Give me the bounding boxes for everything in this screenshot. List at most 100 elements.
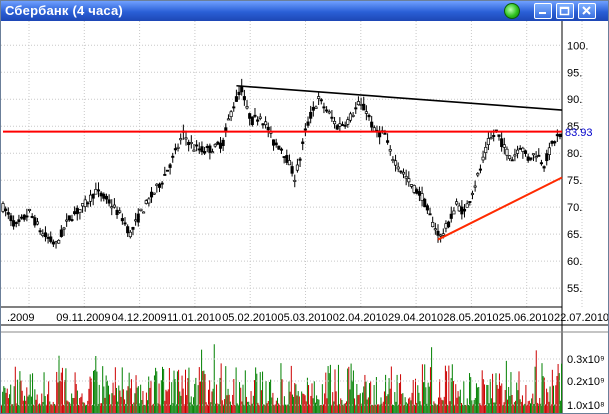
volume-bar — [3, 386, 5, 413]
volume-bar — [498, 373, 500, 413]
volume-bar — [14, 366, 16, 413]
candle-body — [208, 145, 212, 153]
volume-bar — [240, 387, 242, 413]
volume-bar — [329, 364, 331, 413]
candle-body — [319, 99, 323, 102]
candle-body — [237, 91, 241, 96]
volume-bar — [504, 389, 506, 413]
volume-bar — [27, 396, 29, 413]
volume-bar — [288, 381, 290, 413]
volume-bar — [35, 399, 37, 413]
volume-bar — [24, 395, 25, 413]
candle-body — [57, 240, 61, 244]
candle-body — [383, 132, 387, 135]
candle-body — [139, 208, 143, 211]
volume-bar — [6, 388, 8, 413]
candle-body — [346, 119, 350, 125]
candle-body — [553, 141, 557, 144]
volume-bar — [234, 404, 236, 413]
volume-bar — [221, 400, 223, 413]
volume-bar — [103, 386, 105, 413]
volume-bar — [210, 402, 212, 413]
candle-body — [484, 146, 488, 153]
volume-bar — [553, 385, 554, 413]
volume-bar — [311, 383, 313, 413]
candle-body — [338, 123, 342, 127]
maximize-button[interactable] — [556, 3, 574, 19]
volume-bar — [463, 381, 465, 413]
volume-bar — [334, 369, 336, 413]
volume-bar — [186, 395, 188, 413]
volume-bar — [231, 404, 232, 413]
volume-bar — [380, 397, 382, 413]
volume-bar — [312, 398, 314, 413]
volume-bar — [388, 378, 390, 413]
candle-body — [489, 137, 493, 140]
candle-body — [465, 203, 469, 208]
volume-bar — [182, 388, 184, 413]
volume-bar — [526, 404, 528, 413]
candle-body — [293, 179, 297, 182]
volume-bar — [57, 382, 59, 413]
candle-body — [118, 210, 122, 213]
volume-bar — [94, 369, 96, 413]
volume-bar — [265, 381, 267, 413]
volume-tick-label: 0.2x10⁹ — [567, 376, 605, 388]
candle-body — [545, 153, 549, 162]
volume-bar — [410, 400, 412, 413]
volume-bar — [347, 368, 349, 413]
volume-bar — [44, 396, 46, 413]
volume-bar — [424, 364, 426, 413]
volume-bar — [324, 393, 326, 413]
y-tick-label: 60. — [567, 256, 582, 268]
minimize-button[interactable] — [534, 3, 552, 19]
volume-bar — [157, 403, 159, 413]
title-bar: Сбербанк (4 часа) — [1, 1, 608, 21]
volume-bar — [116, 387, 117, 413]
volume-bar — [189, 402, 191, 413]
volume-bar — [38, 403, 40, 413]
candle-body — [486, 138, 490, 146]
volume-bar — [152, 403, 154, 413]
volume-bar — [80, 396, 82, 413]
close-button[interactable] — [578, 3, 596, 19]
candle-body — [189, 142, 193, 144]
volume-bar — [303, 393, 305, 413]
candle-body — [330, 116, 334, 119]
volume-bar — [505, 360, 507, 413]
volume-bar — [323, 404, 324, 413]
volume-bar — [279, 404, 281, 413]
volume-bar — [43, 372, 45, 413]
volume-bar — [130, 379, 132, 413]
volume-bar — [151, 404, 153, 413]
candle-body — [245, 106, 249, 109]
candle-body — [433, 228, 437, 231]
candle-body — [17, 219, 21, 223]
y-tick-label: 70. — [567, 202, 582, 214]
y-axis: 100. 95. 90. 85. 80. 75. 70. 65. 60. 55. 83.93 — [565, 40, 593, 295]
volume-bar — [401, 393, 403, 413]
volume-bar — [355, 404, 357, 413]
candle-body — [391, 159, 395, 162]
y-tick-label: 95. — [567, 67, 582, 79]
volume-bar — [218, 404, 220, 413]
volume-bar — [364, 374, 366, 413]
volume-bar — [19, 371, 21, 413]
volume-bar — [170, 404, 172, 413]
volume-bar — [550, 404, 552, 413]
volume-bar — [242, 384, 244, 413]
volume-bar — [455, 384, 457, 413]
volume-bar — [1, 405, 2, 413]
volume-bar — [386, 396, 388, 413]
volume-bar — [117, 401, 119, 413]
volume-bar — [127, 386, 129, 413]
volume-bar — [74, 372, 76, 413]
volume-bar — [473, 399, 475, 413]
volume-bar — [525, 384, 527, 413]
volume-bar — [296, 395, 298, 413]
volume-bar — [541, 363, 543, 413]
volume-bar — [12, 404, 14, 413]
volume-bar — [421, 364, 423, 413]
volume-bar — [350, 363, 352, 413]
candle-body — [30, 216, 34, 218]
